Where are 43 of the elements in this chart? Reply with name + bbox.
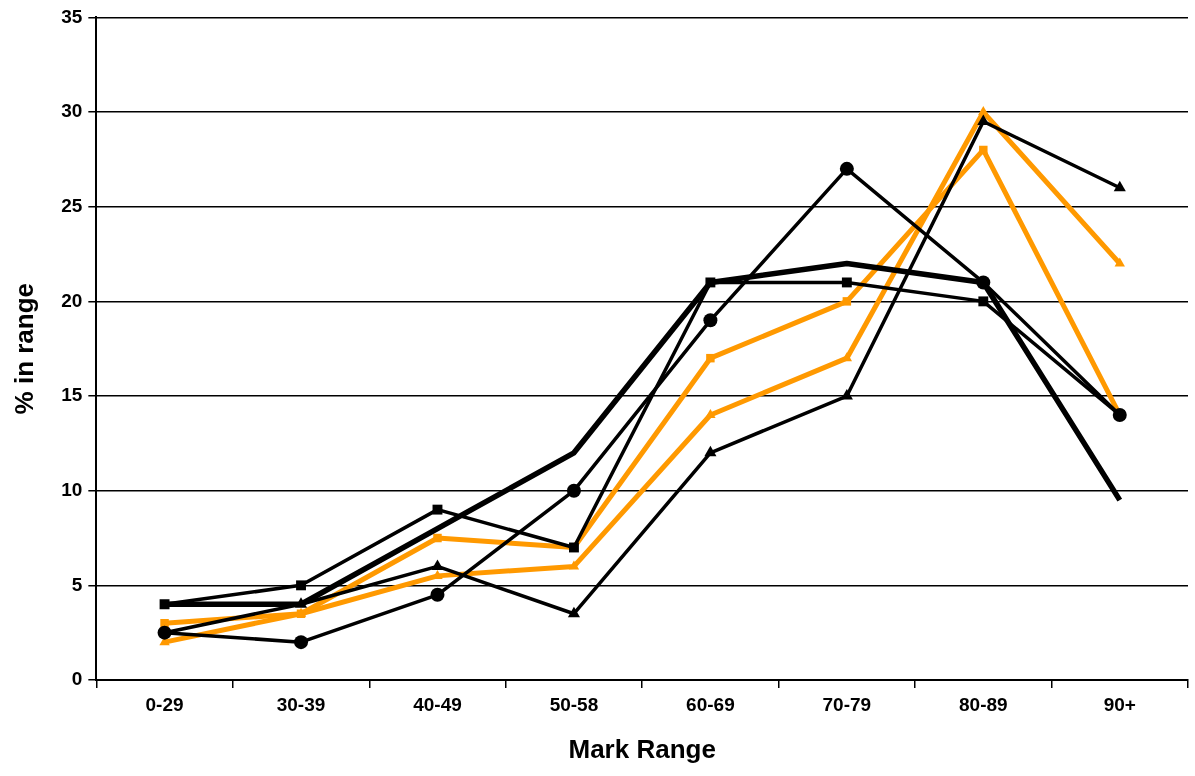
y-tick-label: 0 bbox=[71, 668, 83, 690]
y-axis-title: % in range bbox=[8, 282, 39, 415]
point bbox=[705, 408, 716, 418]
point bbox=[432, 504, 443, 515]
x-tick-label: 90+ bbox=[1103, 693, 1136, 715]
point bbox=[433, 533, 442, 543]
x-tick-label: 60-69 bbox=[686, 693, 735, 715]
y-tick-label: 30 bbox=[61, 100, 83, 122]
point bbox=[842, 297, 852, 306]
x-tick-label: 0-29 bbox=[145, 693, 184, 715]
point bbox=[568, 560, 580, 570]
x-tick-label: 40-49 bbox=[413, 693, 462, 715]
point bbox=[294, 635, 309, 650]
y-tick-label: 5 bbox=[71, 573, 83, 595]
x-tick-label: 50-58 bbox=[549, 693, 599, 715]
point bbox=[294, 597, 308, 608]
point bbox=[706, 353, 715, 363]
point bbox=[839, 161, 854, 176]
point bbox=[705, 277, 716, 288]
x-tick-label: 30-39 bbox=[276, 693, 326, 715]
point bbox=[704, 445, 717, 457]
point bbox=[978, 296, 989, 307]
x-tick-label: 70-79 bbox=[822, 693, 872, 715]
point bbox=[976, 275, 991, 290]
y-tick-label: 20 bbox=[61, 289, 83, 311]
y-tick-label: 25 bbox=[61, 194, 83, 216]
point bbox=[1113, 180, 1126, 192]
point bbox=[431, 559, 444, 570]
point bbox=[159, 599, 170, 610]
y-tick-label: 10 bbox=[61, 478, 83, 500]
point bbox=[296, 580, 306, 591]
point bbox=[703, 313, 718, 328]
point bbox=[566, 483, 581, 498]
x-tick-label: 80-89 bbox=[959, 693, 1008, 715]
x-axis-title: Mark Range bbox=[568, 733, 716, 764]
point bbox=[979, 145, 988, 155]
point bbox=[1114, 257, 1125, 267]
point bbox=[841, 277, 852, 288]
point bbox=[978, 106, 989, 116]
y-tick-label: 15 bbox=[61, 384, 83, 406]
y-tick-label: 35 bbox=[61, 5, 83, 27]
point bbox=[430, 587, 445, 602]
point bbox=[567, 606, 580, 618]
